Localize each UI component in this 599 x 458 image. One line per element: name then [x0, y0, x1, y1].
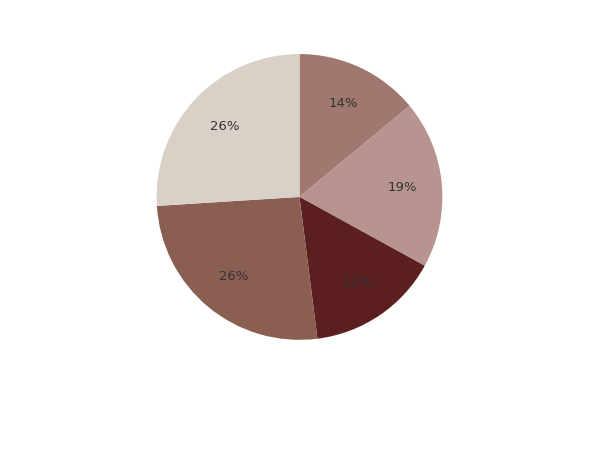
Wedge shape: [156, 54, 300, 206]
Wedge shape: [300, 54, 410, 197]
Wedge shape: [157, 197, 317, 340]
Text: 14%: 14%: [329, 98, 358, 110]
Text: 26%: 26%: [210, 120, 239, 133]
Text: 26%: 26%: [219, 270, 249, 283]
Text: 19%: 19%: [387, 181, 417, 194]
Wedge shape: [300, 106, 443, 266]
Wedge shape: [300, 197, 425, 339]
Text: 15%: 15%: [343, 276, 372, 289]
